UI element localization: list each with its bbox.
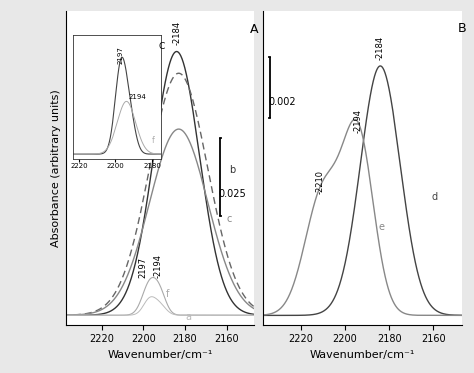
Text: C: C: [158, 42, 164, 51]
Text: A: A: [249, 23, 258, 36]
Text: B: B: [458, 22, 466, 35]
Text: -2184: -2184: [172, 21, 181, 45]
Text: -2184: -2184: [376, 36, 385, 60]
Text: d: d: [431, 192, 438, 202]
Text: b: b: [228, 164, 235, 175]
X-axis label: Wavenumber/cm⁻¹: Wavenumber/cm⁻¹: [310, 350, 415, 360]
Text: 2194: 2194: [128, 94, 146, 100]
Text: -2194: -2194: [154, 254, 163, 278]
Text: f: f: [166, 289, 170, 299]
Text: 0.002: 0.002: [269, 97, 296, 107]
Text: a: a: [185, 312, 191, 322]
Text: f: f: [152, 136, 155, 145]
Text: 0.025: 0.025: [218, 189, 246, 199]
Text: e: e: [378, 222, 384, 232]
Text: -2210: -2210: [316, 170, 325, 194]
Text: 2197: 2197: [139, 257, 148, 278]
Y-axis label: Absorbance (arbitrary units): Absorbance (arbitrary units): [51, 89, 61, 247]
X-axis label: Wavenumber/cm⁻¹: Wavenumber/cm⁻¹: [107, 350, 213, 360]
Text: -2194: -2194: [354, 109, 363, 133]
Text: c: c: [227, 214, 232, 224]
Text: 2197: 2197: [117, 47, 123, 65]
